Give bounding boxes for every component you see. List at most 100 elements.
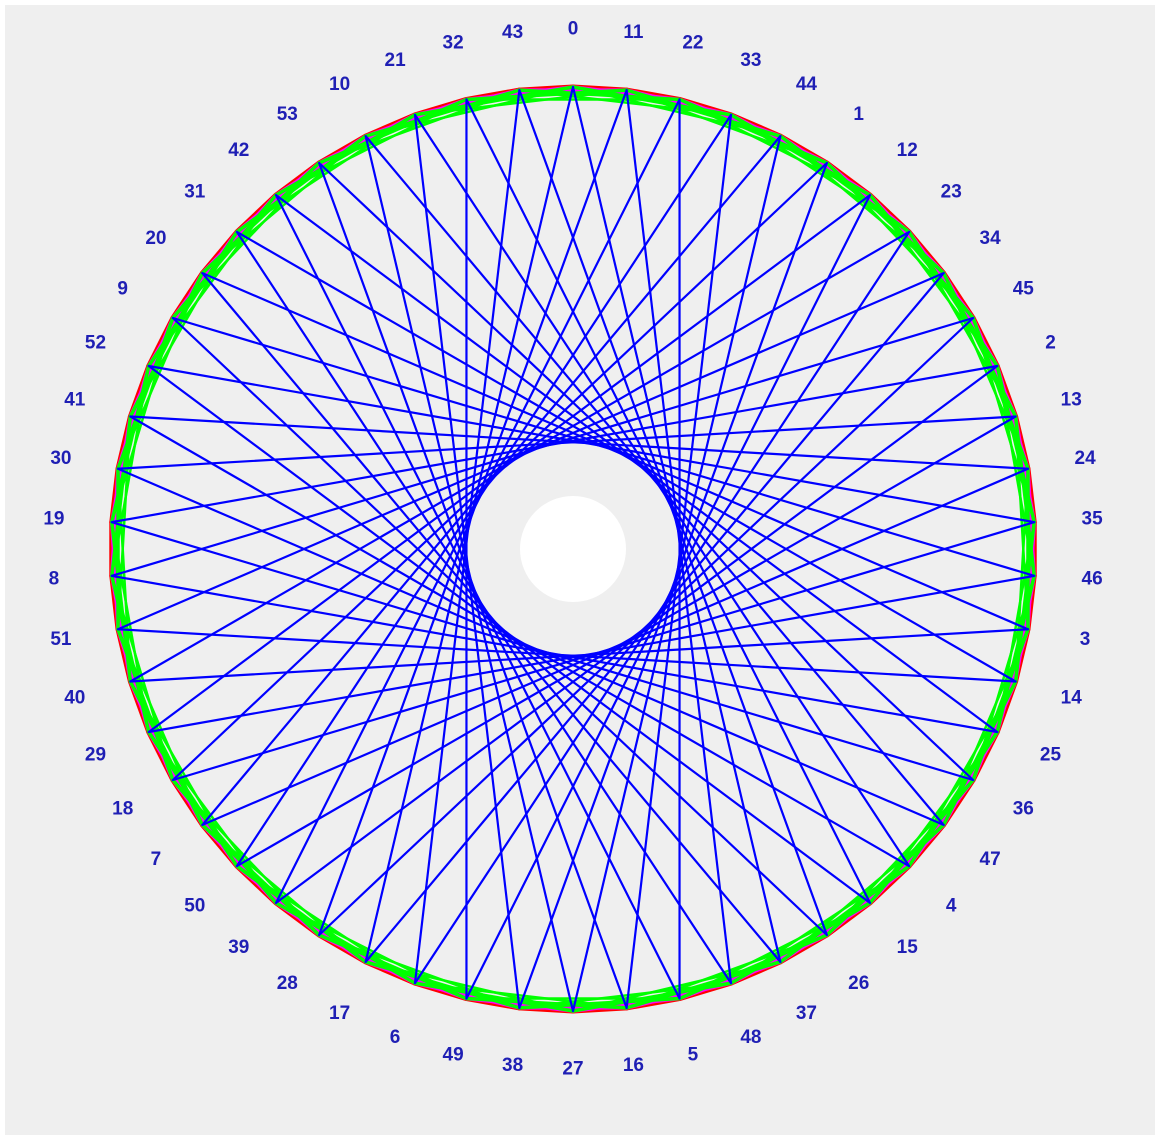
chord-layer	[109, 84, 1037, 1014]
node-label: 50	[184, 895, 205, 916]
node-label: 4	[946, 895, 957, 916]
node-label: 14	[1061, 688, 1083, 709]
chord	[1014, 467, 1030, 683]
node-label: 16	[623, 1055, 644, 1076]
chord	[116, 271, 204, 471]
chord	[147, 730, 278, 905]
node-label: 10	[329, 74, 350, 95]
chord	[317, 933, 521, 1010]
chord	[678, 98, 872, 197]
chord	[235, 113, 417, 234]
string-art-diagram: 0 11 2233441122334452132435463142536474152…	[43, 19, 1103, 1080]
node-label: 8	[49, 569, 60, 590]
node-label: 1	[853, 104, 864, 125]
node-label: 27	[562, 1059, 583, 1080]
chord	[942, 271, 1030, 471]
chord	[147, 193, 278, 368]
node-label: 43	[502, 22, 523, 43]
chord	[825, 161, 975, 320]
node-label: 53	[277, 104, 298, 125]
chord	[942, 627, 1030, 827]
chord	[116, 467, 132, 683]
node-label: 21	[385, 50, 407, 71]
node-label: 6	[390, 1027, 401, 1048]
node-label: 40	[64, 688, 85, 709]
node-label: 32	[443, 33, 464, 54]
node-label: 35	[1082, 508, 1104, 529]
chord	[364, 85, 575, 138]
chord	[274, 901, 468, 1000]
node-label: 34	[980, 228, 1002, 249]
chord	[110, 364, 151, 578]
node-label: 48	[740, 1027, 761, 1048]
node-label: 51	[50, 629, 72, 650]
node-label: 3	[1080, 629, 1091, 650]
node-label: 49	[443, 1045, 464, 1066]
node-label: 31	[184, 182, 206, 203]
node-label: 12	[897, 140, 918, 161]
chord	[364, 960, 575, 1013]
chord	[868, 193, 999, 368]
node-label: 11	[623, 22, 644, 43]
node-label: 42	[228, 140, 249, 161]
node-label: 26	[848, 973, 869, 994]
chord	[518, 88, 733, 117]
chord	[868, 730, 999, 905]
node-label: 37	[796, 1003, 817, 1024]
node-label: 20	[145, 228, 166, 249]
node-label: 39	[228, 937, 249, 958]
chord	[464, 88, 629, 102]
node-label: 13	[1061, 389, 1082, 410]
green-chords-outer	[110, 85, 1036, 1013]
chord	[171, 161, 321, 320]
node-label: 2	[1045, 333, 1056, 354]
node-label: 19	[43, 508, 64, 529]
node-label: 36	[1013, 799, 1034, 820]
chord	[110, 574, 175, 782]
chord	[571, 960, 782, 1013]
chord	[171, 778, 321, 937]
chord	[571, 85, 782, 138]
blue-chords	[110, 85, 1036, 1013]
chord	[995, 520, 1036, 734]
node-label: 29	[85, 745, 106, 766]
chord	[116, 415, 132, 631]
chord	[413, 981, 628, 1010]
chord	[971, 574, 1036, 782]
node-label: 41	[64, 389, 86, 410]
chord	[779, 134, 945, 275]
node-label: 24	[1075, 448, 1097, 469]
node-label: 33	[740, 50, 761, 71]
chord	[678, 901, 872, 1000]
node-label: 25	[1040, 745, 1062, 766]
chord	[129, 680, 239, 868]
node-label: 15	[897, 937, 919, 958]
node-label-layer: 0 11 2233441122334452132435463142536474152…	[43, 19, 1103, 1080]
node-label: 5	[688, 1045, 699, 1066]
chord	[129, 230, 239, 418]
green-chords	[110, 85, 1036, 1013]
node-label: 23	[941, 182, 962, 203]
node-label: 0	[568, 19, 579, 40]
node-label: 52	[85, 333, 106, 354]
chord	[729, 113, 911, 234]
chord	[317, 88, 521, 165]
chord	[235, 864, 417, 985]
chord	[517, 88, 682, 102]
chord	[625, 88, 829, 165]
chord	[274, 98, 468, 197]
chord	[201, 823, 367, 964]
node-label: 7	[151, 849, 162, 870]
chord	[1014, 415, 1030, 631]
node-label: 28	[277, 973, 298, 994]
node-label: 45	[1013, 279, 1035, 300]
chord	[110, 520, 151, 734]
chord	[995, 364, 1036, 578]
node-label: 47	[980, 849, 1001, 870]
chord	[201, 134, 367, 275]
chord	[729, 864, 911, 985]
chord	[625, 933, 829, 1010]
chord	[907, 230, 1017, 418]
node-label: 22	[682, 33, 703, 54]
